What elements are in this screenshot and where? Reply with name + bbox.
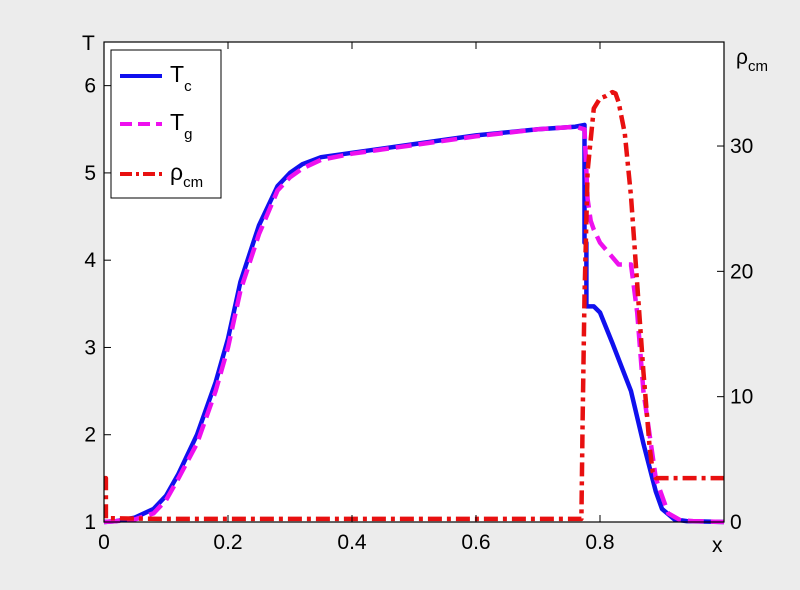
y2-tick-label: 30	[730, 135, 753, 158]
y2-tick-label: 20	[730, 260, 753, 283]
axis-layer: 0 0.2 0.4 0.6 0.8 1 2 3 4 5 6 0 10 20 30	[84, 42, 753, 554]
plot-frame	[103, 41, 725, 523]
y-axis-label: T	[82, 32, 95, 55]
legend-label-tc-sub: c	[184, 78, 192, 95]
y2-tick-label: 10	[730, 386, 753, 409]
y-tick-label: 6	[84, 75, 96, 98]
legend-label-tc-base: T	[170, 61, 184, 87]
x-tick-label: 0.2	[213, 531, 242, 554]
legend-label-tg: Tg	[170, 109, 192, 143]
legend-label-rho-base: ρ	[170, 159, 183, 185]
legend-label-tc: Tc	[170, 61, 192, 95]
series-line-1	[103, 124, 725, 525]
x-tick-label: 0.8	[585, 531, 614, 554]
y2-axis-label: ρcm	[736, 46, 768, 75]
x-axis-label: x	[712, 534, 723, 557]
y-tick-label: 3	[84, 336, 96, 359]
x-tick-label: 0.6	[461, 531, 490, 554]
x-tick-label: 0	[98, 531, 110, 554]
y-tick-label: 2	[84, 424, 96, 447]
legend-label-rho: ρcm	[170, 159, 203, 191]
series-line-2	[103, 89, 724, 522]
legend: Tc Tg ρcm	[110, 49, 222, 199]
y-tick-label: 1	[84, 511, 96, 534]
y2-tick-label: 0	[730, 511, 742, 534]
legend-label-rho-sub: cm	[183, 174, 203, 191]
legend-label-tg-base: T	[170, 109, 184, 135]
x-tick-label: 0.4	[337, 531, 367, 554]
y2-axis-label-base: ρ	[736, 46, 748, 69]
legend-label-tg-sub: g	[184, 126, 192, 143]
y-tick-label: 5	[84, 162, 96, 185]
series-layer	[103, 89, 725, 525]
y-tick-label: 4	[84, 249, 96, 272]
y2-axis-label-sub: cm	[748, 58, 768, 75]
